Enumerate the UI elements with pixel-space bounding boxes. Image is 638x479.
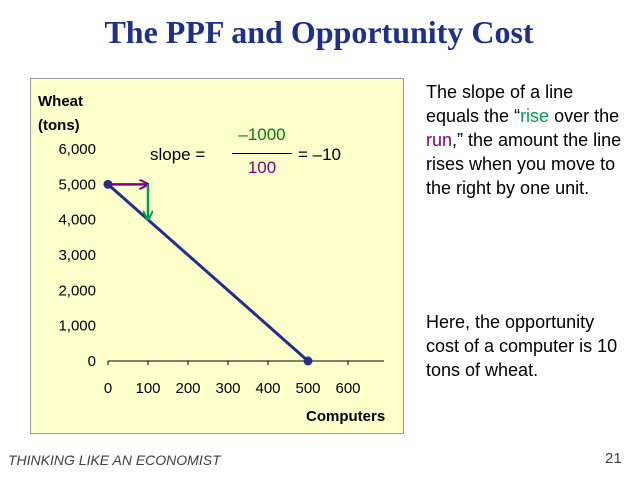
x-tick-label: 400 xyxy=(255,380,280,397)
y-tick-label: 0 xyxy=(88,353,96,370)
page-number: 21 xyxy=(605,450,622,467)
x-tick-label: 100 xyxy=(135,380,160,397)
y-axis-label-line1: Wheat xyxy=(38,93,83,110)
x-tick-label: 0 xyxy=(104,380,112,397)
y-tick-label: 2,000 xyxy=(58,282,96,299)
y-tick-label: 6,000 xyxy=(58,141,96,158)
ppf-point xyxy=(303,356,313,366)
footer-text: THINKING LIKE AN ECONOMIST xyxy=(8,452,221,468)
slope-label: slope = xyxy=(150,145,206,164)
ppf-line xyxy=(107,183,309,363)
y-axis-label-line2: (tons) xyxy=(38,117,80,134)
slope-fraction-bar xyxy=(232,153,292,154)
y-axis-label: Wheat (tons) xyxy=(38,90,83,138)
y-tick-label: 5,000 xyxy=(58,176,96,193)
slope-denominator: 100 xyxy=(247,158,277,177)
y-tick-label: 1,000 xyxy=(58,318,96,335)
chart-panel xyxy=(30,78,404,434)
y-tick-label: 3,000 xyxy=(58,247,96,264)
x-tick-label: 200 xyxy=(175,380,200,397)
run-word: run xyxy=(426,130,453,150)
slope-result: = –10 xyxy=(298,145,342,164)
slope-numerator: –1000 xyxy=(238,125,286,144)
explanation-part3: ,” the amount the line rises when you mo… xyxy=(426,130,622,198)
x-axis-label: Computers xyxy=(306,408,386,425)
y-tick-label: 4,000 xyxy=(58,212,96,229)
explanation-part1: The slope of a line equals the “ xyxy=(426,82,574,126)
x-tick-label: 600 xyxy=(335,380,360,397)
explanation-part2: over the xyxy=(549,106,620,126)
slide-title: The PPF and Opportunity Cost xyxy=(104,14,534,50)
x-tick-label: 300 xyxy=(215,380,240,397)
x-tick-label: 500 xyxy=(295,380,320,397)
slope-explanation: The slope of a line equals the “rise ove… xyxy=(426,80,631,200)
opportunity-cost-text: Here, the opportunity cost of a computer… xyxy=(426,292,631,400)
rise-word: rise xyxy=(520,106,550,126)
opportunity-cost-paragraph: Here, the opportunity cost of a computer… xyxy=(426,312,618,380)
